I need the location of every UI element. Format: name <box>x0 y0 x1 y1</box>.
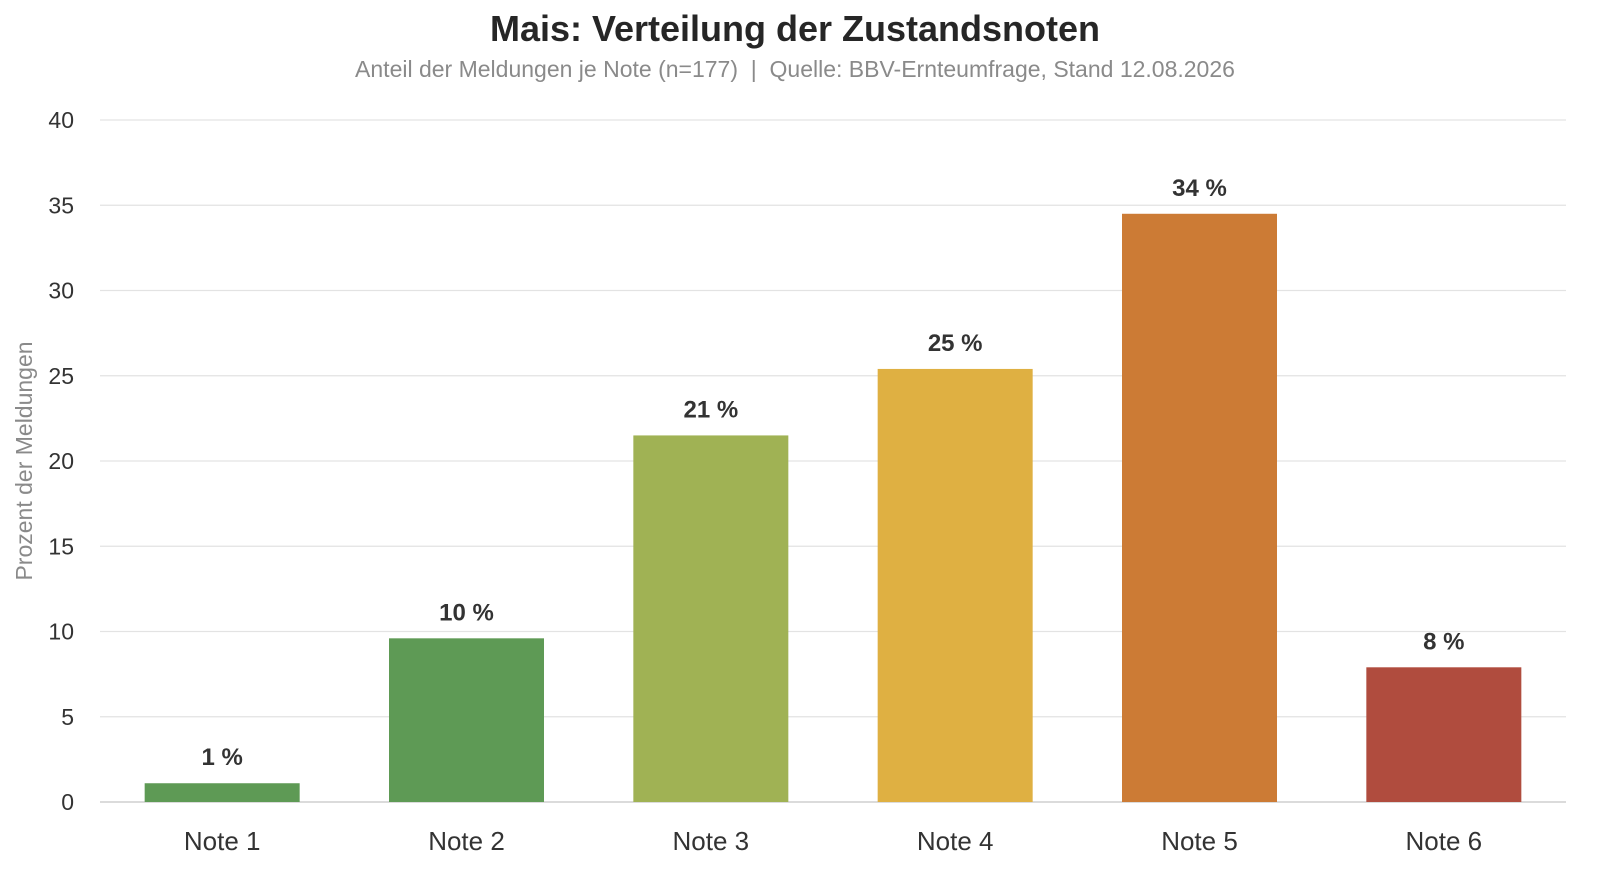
y-tick-label: 30 <box>48 278 74 304</box>
data-labels: 1 % 10 % 21 % 25 % 34 % 8 % <box>201 175 1464 771</box>
data-label: 8 % <box>1423 628 1464 655</box>
data-label: 25 % <box>928 330 983 357</box>
x-category-label: Note 4 <box>917 826 994 856</box>
bar-note-4 <box>877 368 1033 802</box>
y-tick-label: 20 <box>48 448 74 474</box>
y-tick-label: 5 <box>61 704 74 730</box>
data-label: 21 % <box>683 396 738 423</box>
data-label: 10 % <box>439 599 494 626</box>
data-label: 1 % <box>201 744 242 771</box>
y-axis-ticks: 0 5 10 15 20 25 30 35 40 <box>48 107 74 815</box>
bars <box>144 213 1522 802</box>
gridlines <box>100 119 1566 803</box>
bar-note-3 <box>633 435 789 802</box>
y-tick-label: 10 <box>48 619 74 645</box>
bar-note-2 <box>389 638 544 802</box>
y-axis-title: Prozent der Meldungen <box>11 341 37 580</box>
y-tick-label: 0 <box>61 789 74 815</box>
chart-title: Mais: Verteilung der Zustandsnoten <box>489 8 1101 49</box>
x-axis-categories: Note 1 Note 2 Note 3 Note 4 Note 5 Note 6 <box>184 826 1482 856</box>
x-category-label: Note 1 <box>184 826 261 856</box>
chart-subtitle: Anteil der Meldungen je Note (n=177) | Q… <box>355 56 1235 82</box>
x-category-label: Note 2 <box>428 826 505 856</box>
x-category-label: Note 3 <box>673 826 750 856</box>
bar-note-6 <box>1366 667 1522 802</box>
x-category-label: Note 6 <box>1406 826 1483 856</box>
bar-note-5 <box>1122 213 1277 802</box>
y-tick-label: 25 <box>48 363 74 389</box>
data-label: 34 % <box>1172 175 1227 202</box>
x-category-label: Note 5 <box>1161 826 1238 856</box>
bar-note-1 <box>144 783 300 802</box>
y-tick-label: 40 <box>48 107 74 133</box>
y-tick-label: 35 <box>48 192 74 218</box>
y-tick-label: 15 <box>48 533 74 559</box>
